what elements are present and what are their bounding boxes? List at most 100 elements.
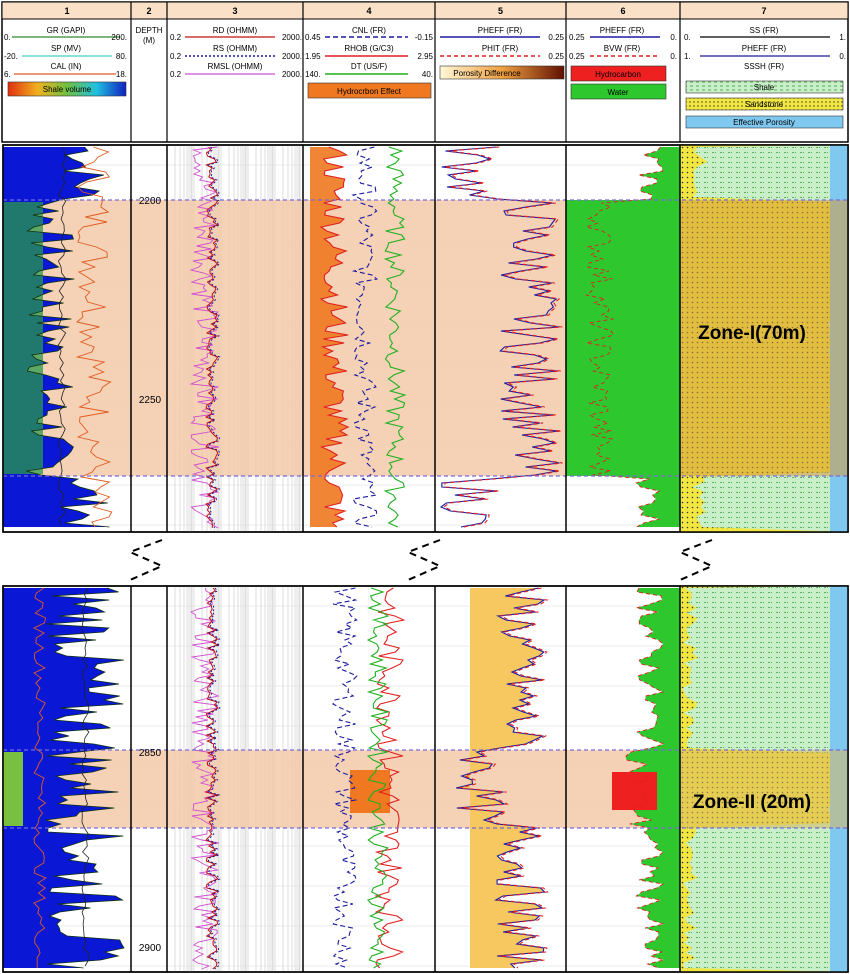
phit-curve (458, 587, 549, 969)
depth-label-2200: 2200 (139, 196, 162, 207)
track-2-header: DEPTH (M) (135, 26, 162, 45)
zone-overlay (680, 750, 848, 828)
track-1-header: GR (GAPI) 0. 200. SP (MV) -20. 80. CAL (… (4, 26, 127, 97)
shale-swatch (685, 80, 844, 94)
hydrocarbon-effect-fill (310, 147, 349, 527)
depth-label-2900: 2900 (139, 943, 162, 954)
bvw-curve-name: BVW (FR) (604, 44, 641, 53)
pheff7-min: 1. (684, 52, 691, 61)
track-number-2: 2 (146, 6, 151, 16)
track-numbers: 1 2 3 4 5 6 7 (64, 6, 766, 16)
rd-max: 2000. (282, 33, 302, 42)
zone-overlay (680, 200, 848, 476)
effective-porosity-swatch (685, 115, 844, 129)
track-number-7: 7 (761, 6, 766, 16)
dt-curve (366, 587, 390, 969)
track-4-header: CNL (FR) 0.45 -0.15 RHOB (G/C3) 1.95 2.9… (305, 26, 434, 99)
hydrocarbon-fill (612, 772, 657, 810)
sp-curve (57, 146, 67, 526)
rs-curve (206, 146, 221, 529)
rd-curve-name: RD (OHMM) (213, 26, 258, 35)
track-number-4: 4 (366, 6, 371, 16)
cal-curve-name: CAL (IN) (51, 62, 82, 71)
cal-curve (75, 146, 113, 528)
depth-label-2250: 2250 (139, 395, 162, 406)
depth-unit: (M) (143, 36, 155, 45)
porosity-difference-fill (456, 588, 545, 968)
header-dividers (130, 2, 681, 142)
log-header: 1 2 3 4 5 6 7 GR (GAPI) 0. 200. SP (MV) -20. 8… (1, 1, 849, 143)
rs-curve (206, 587, 222, 970)
phit-curve (442, 146, 563, 528)
cal-max: 18. (116, 70, 127, 79)
cal-min: 6. (4, 70, 11, 79)
panel-border (2, 585, 849, 973)
shale-fill (682, 586, 848, 972)
track-5-header: PHEFF (FR) 0.25 PHIT (FR) 0.25 Porosity … (439, 26, 565, 80)
cnl-max: -0.15 (415, 33, 434, 42)
sp-curve-name: SP (MV) (51, 44, 81, 53)
cnl-curve (351, 146, 379, 528)
cnl-min: 0.45 (305, 33, 321, 42)
track-number-1: 1 (64, 6, 69, 16)
cnl-curve-name: CNL (FR) (352, 26, 386, 35)
ss-min: 0. (684, 33, 691, 42)
sandstone-label: Sandstone (745, 100, 784, 109)
rhob-curve (374, 587, 406, 969)
track-7-header: SS (FR) 0. 1. PHEFF (FR) 1. 0. SSSH (FR)… (684, 26, 846, 129)
rd-min: 0.2 (170, 33, 182, 42)
porosity-difference-label: Porosity Difference (453, 69, 521, 78)
pheff5-curve-name: PHEFF (FR) (478, 26, 523, 35)
shale-volume-colour (3, 752, 23, 826)
pheff7-curve-name: PHEFF (FR) (742, 44, 787, 53)
cal-curve (32, 587, 47, 969)
gr-curve-name: GR (GAPI) (47, 26, 86, 35)
water-label: Water (607, 88, 628, 97)
pheff6-curve-name: PHEFF (FR) (600, 26, 645, 35)
zone-1-label: Zone-I(70m) (698, 323, 806, 344)
upper-log-panel (2, 144, 849, 533)
porosity-difference-bar (439, 65, 565, 80)
shale-volume-colour (3, 202, 43, 474)
zone-2-label: Zone-II (20m) (693, 792, 811, 813)
rhob-min: 1.95 (305, 52, 321, 61)
rhob-max: 2.95 (417, 52, 433, 61)
water-swatch (570, 83, 667, 100)
sssh-curve-name: SSSH (FR) (744, 62, 784, 71)
sp-curve (81, 587, 90, 967)
sp-min: -20. (4, 52, 18, 61)
track-number-6: 6 (620, 6, 625, 16)
cnl-curve (332, 587, 358, 969)
lower-log-panel (2, 585, 849, 973)
phit-curve-name: PHIT (FR) (482, 44, 519, 53)
hydrocarbon-effect-fill (350, 770, 390, 813)
gr-min: 0. (4, 33, 11, 42)
rd-curve (204, 587, 220, 970)
dt-min: 140. (305, 70, 321, 79)
hydrocarbon-effect-swatch (307, 82, 432, 99)
pheff6-max: 0. (670, 33, 677, 42)
effective-porosity-label: Effective Porosity (733, 118, 795, 127)
panel-border (2, 144, 849, 533)
phit-max: 0.25 (548, 52, 564, 61)
rmsl-max: 2000. (282, 70, 302, 79)
pheff7-max: 0. (839, 52, 846, 61)
bvw-max: 0. (670, 52, 677, 61)
rs-max: 2000. (282, 52, 302, 61)
sandstone-swatch (685, 97, 844, 111)
rs-curve-name: RS (OHMM) (213, 44, 257, 53)
ss-curve-name: SS (FR) (750, 26, 779, 35)
rs-min: 0.2 (170, 52, 182, 61)
bvw-curve (584, 146, 664, 528)
dt-curve-name: DT (US/F) (351, 62, 388, 71)
pheff5-max: 0.25 (548, 33, 564, 42)
gr-max: 200. (111, 33, 127, 42)
rhob-curve (319, 146, 350, 528)
rmsl-curve (189, 146, 220, 529)
gr-curve (45, 587, 125, 969)
depth-label-2850: 2850 (139, 748, 162, 759)
ss-max: 1. (839, 33, 846, 42)
dt-curve (383, 146, 407, 528)
shale-volume-bar (7, 81, 127, 97)
gr-curve (26, 146, 110, 528)
